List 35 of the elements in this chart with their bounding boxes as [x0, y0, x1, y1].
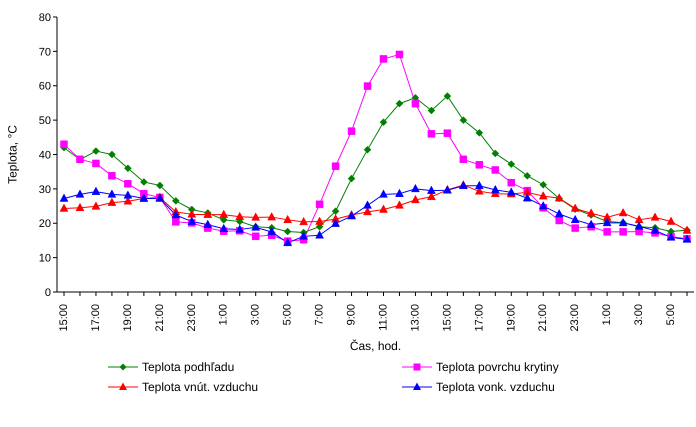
x-tick-label: 7:00 — [314, 304, 326, 326]
x-tick-label: 5:00 — [282, 304, 294, 326]
y-tick-label: 50 — [38, 115, 51, 128]
legend-label: Teplota povrchu krytiny — [436, 360, 559, 374]
x-tick-label: 3:00 — [250, 304, 262, 326]
x-tick-label: 9:00 — [346, 304, 358, 326]
y-tick-label: 60 — [38, 80, 51, 93]
x-tick-label: 21:00 — [154, 304, 166, 332]
x-tick-label: 19:00 — [505, 304, 518, 332]
y-tick-label: 40 — [38, 149, 51, 162]
x-tick-label: 21:00 — [537, 304, 550, 332]
y-axis-title: Teplota, °C — [5, 124, 20, 184]
x-tick-label: 17:00 — [90, 304, 102, 332]
x-tick-label: 11:00 — [377, 304, 390, 331]
x-tick-label: 3:00 — [633, 304, 646, 326]
y-tick-label: 30 — [38, 184, 51, 196]
x-tick-label: 23:00 — [569, 304, 582, 332]
y-tick-label: 10 — [38, 252, 51, 265]
x-tick-label: 5:00 — [665, 304, 678, 326]
x-tick-label: 1:00 — [601, 304, 614, 326]
y-tick-label: 0 — [44, 286, 51, 299]
legend-label: Teplota podhľadu — [142, 360, 234, 374]
x-tick-label: 19:00 — [122, 304, 134, 332]
legend-label: Teplota vonk. vzduchu — [436, 380, 555, 394]
y-tick-label: 20 — [38, 218, 51, 230]
x-tick-label: 15:00 — [58, 304, 70, 332]
y-tick-label: 80 — [38, 12, 51, 24]
x-tick-label: 17:00 — [473, 304, 486, 332]
x-tick-label: 13:00 — [409, 304, 422, 332]
x-tick-label: 1:00 — [218, 304, 230, 326]
x-axis-title: Čas, hod. — [350, 339, 402, 353]
legend-label: Teplota vnút. vzduchu — [142, 380, 258, 394]
x-tick-label: 15:00 — [441, 304, 454, 332]
y-tick-label: 70 — [38, 46, 51, 58]
x-tick-label: 23:00 — [186, 304, 198, 332]
